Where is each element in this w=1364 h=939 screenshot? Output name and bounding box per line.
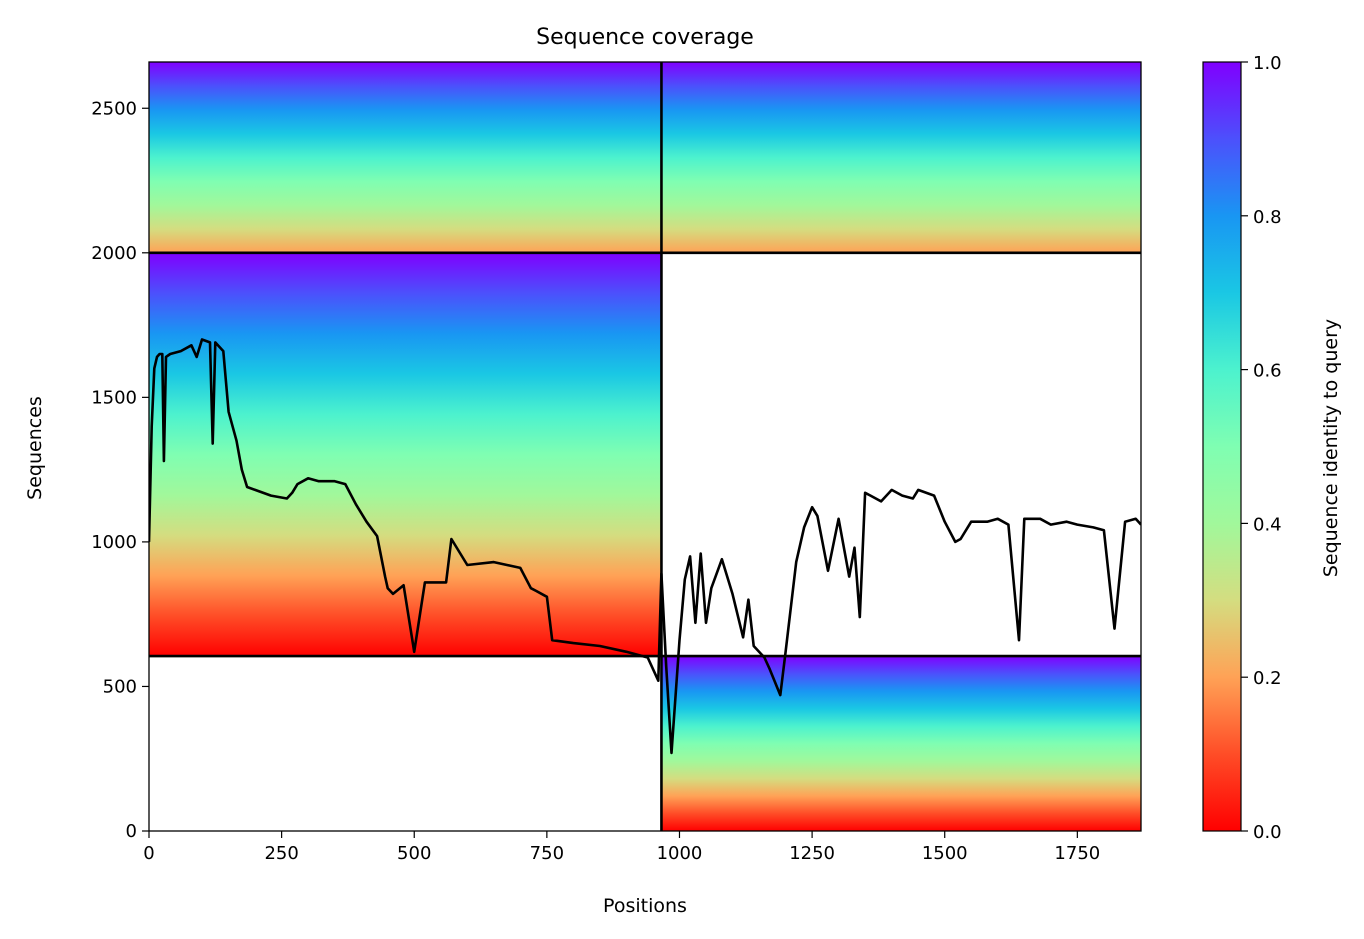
coverage-line-group (149, 338, 1141, 755)
x-axis-ticks: 0 250 500 750 1000 1250 1500 1750 (143, 831, 1100, 864)
colorbar-tick-label: 0.8 (1253, 207, 1282, 228)
block-top-right (661, 62, 1141, 253)
x-tick-label: 1000 (657, 843, 703, 864)
colorbar-tick-label: 0.4 (1253, 514, 1282, 535)
colorbar-label: Sequence identity to query (1320, 319, 1342, 577)
x-tick-label: 0 (143, 843, 154, 864)
x-axis-label: Positions (603, 895, 687, 917)
colorbar (1202, 61, 1242, 832)
colorbar-tick-label: 0.0 (1253, 822, 1282, 843)
colorbar-tick-label: 0.6 (1253, 361, 1282, 382)
coverage-line (149, 338, 1141, 755)
colorbar-tick-label: 0.2 (1253, 668, 1282, 689)
y-tick-label: 1500 (91, 387, 137, 408)
colorbar-tick-label: 1.0 (1253, 53, 1282, 74)
x-tick-label: 500 (397, 843, 431, 864)
block-top-left (149, 62, 662, 253)
x-tick-label: 1500 (922, 843, 968, 864)
y-tick-label: 0 (126, 821, 137, 842)
coverage-blocks (149, 62, 1141, 831)
colorbar-ticks: 0.0 0.2 0.4 0.6 0.8 1.0 (1241, 53, 1282, 843)
plot-frame (148, 61, 1142, 832)
x-tick-label: 750 (530, 843, 564, 864)
block-bottom-right (661, 656, 1141, 831)
y-tick-label: 2500 (91, 98, 137, 119)
y-axis-label: Sequences (24, 396, 46, 500)
y-axis-ticks: 0 500 1000 1500 2000 2500 (91, 98, 149, 842)
x-tick-label: 1250 (789, 843, 835, 864)
y-tick-label: 2000 (91, 243, 137, 264)
x-tick-label: 1750 (1054, 843, 1100, 864)
y-tick-label: 1000 (91, 532, 137, 553)
y-tick-label: 500 (103, 676, 137, 697)
chart-title: Sequence coverage (536, 25, 754, 50)
x-tick-label: 250 (264, 843, 298, 864)
